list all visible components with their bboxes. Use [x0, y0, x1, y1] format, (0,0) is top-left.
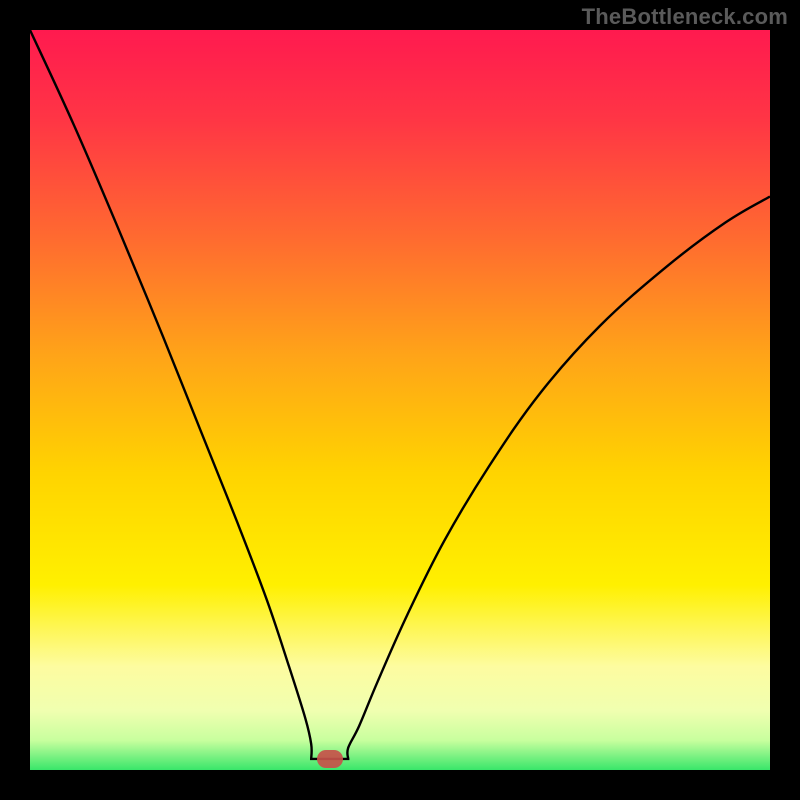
chart-frame: TheBottleneck.com	[0, 0, 800, 800]
plot-area	[30, 30, 770, 770]
bottleneck-curve	[30, 30, 770, 770]
minimum-marker	[317, 750, 343, 768]
curve-path	[30, 30, 770, 759]
watermark-text: TheBottleneck.com	[582, 4, 788, 30]
